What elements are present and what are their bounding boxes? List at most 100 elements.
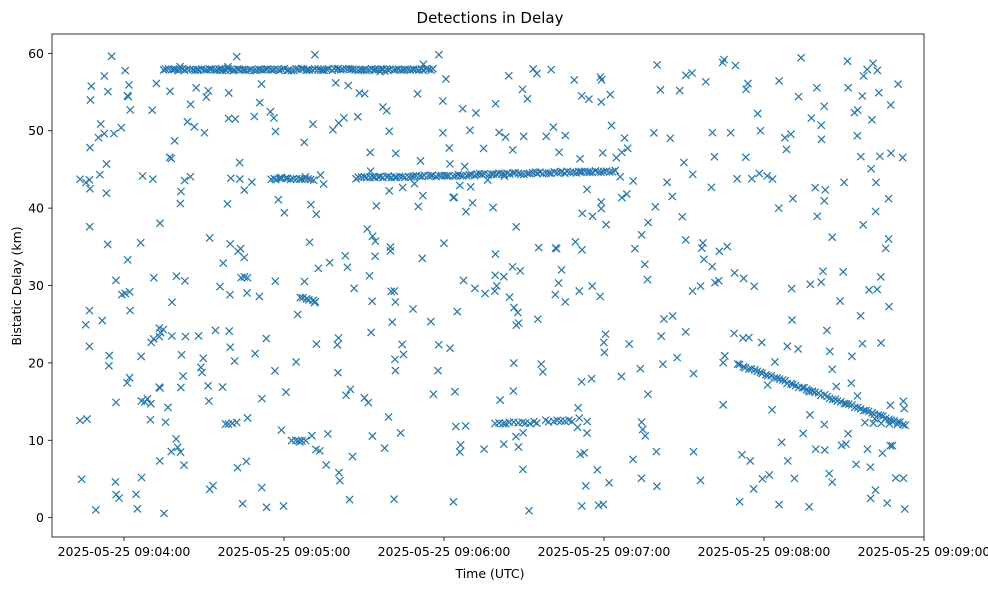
- scatter-point: [850, 108, 859, 117]
- scatter-point: [583, 417, 592, 426]
- scatter-point: [787, 315, 797, 325]
- scatter-point: [587, 374, 596, 383]
- scatter-point: [853, 391, 862, 400]
- scatter-point: [94, 133, 103, 142]
- track-point-track-descending: [862, 406, 871, 415]
- scatter-point: [107, 52, 116, 61]
- scatter-point: [873, 66, 882, 75]
- scatter-point: [143, 394, 152, 403]
- scatter-point: [255, 98, 264, 107]
- scatter-point: [770, 357, 779, 366]
- scatter-point: [616, 172, 625, 181]
- scatter-point: [398, 340, 407, 349]
- scatter-point: [368, 297, 377, 306]
- scatter-point: [844, 83, 853, 92]
- scatter-point: [293, 310, 302, 319]
- scatter-point: [155, 324, 164, 333]
- scatter-point: [312, 210, 321, 219]
- scatter-point: [281, 388, 291, 397]
- scatter-point: [98, 316, 107, 325]
- scatter-point: [205, 485, 214, 494]
- track-point-track-58km: [275, 66, 284, 75]
- scatter-point: [518, 465, 527, 474]
- track-point-track-23km: [155, 332, 164, 341]
- track-point-track-12km-b: [532, 419, 541, 428]
- scatter-point: [334, 468, 343, 477]
- scatter-point: [95, 170, 104, 179]
- scatter-point: [679, 158, 688, 167]
- x-tick-label: 2025-05-25 09:06:00: [378, 544, 511, 559]
- scatter-point: [625, 339, 634, 349]
- scatter-point: [418, 254, 427, 263]
- scatter-point: [223, 199, 232, 208]
- scatter-point: [884, 194, 893, 203]
- scatter-point: [224, 114, 233, 123]
- scatter-point: [81, 320, 90, 329]
- scatter-point: [620, 133, 629, 143]
- track-point-track-12km-d: [885, 419, 894, 428]
- scatter-point: [723, 242, 732, 251]
- scatter-point: [334, 333, 343, 343]
- scatter-point: [226, 343, 235, 352]
- scatter-point: [180, 276, 189, 285]
- scatter-point: [710, 278, 720, 287]
- scatter-point: [551, 290, 560, 299]
- scatter-point: [600, 348, 609, 357]
- scatter-point: [886, 401, 895, 410]
- scatter-point: [867, 115, 876, 124]
- scatter-point: [818, 267, 827, 276]
- scatter-point: [811, 183, 820, 192]
- scatter-point: [575, 414, 584, 423]
- scatter-point: [788, 194, 797, 203]
- scatter-point: [310, 50, 319, 59]
- scatter-point: [350, 284, 359, 293]
- scatter-point: [85, 342, 94, 351]
- scatter-point: [863, 65, 872, 74]
- scatter-point: [200, 128, 209, 137]
- scatter-point: [360, 393, 369, 402]
- scatter-point: [100, 71, 109, 81]
- scatter-point: [205, 233, 214, 242]
- scatter-point: [783, 456, 792, 465]
- scatter-point: [198, 368, 207, 377]
- track-point-track-44km-a: [297, 175, 306, 184]
- scatter-point: [876, 272, 885, 281]
- scatter-point: [385, 127, 394, 136]
- scatter-point: [499, 272, 508, 281]
- scatter-point: [883, 499, 892, 508]
- track-point-track-31km: [243, 273, 252, 282]
- scatter-point: [763, 171, 772, 180]
- track-point-track-58km: [263, 64, 272, 74]
- scatter-point: [408, 304, 418, 313]
- scatter-point: [461, 421, 470, 430]
- scatter-point: [617, 193, 626, 202]
- scatter-point: [790, 474, 799, 483]
- scatter-point: [509, 359, 518, 368]
- scatter-point: [805, 410, 814, 419]
- scatter-point: [701, 77, 710, 86]
- track-point-track-descending: [773, 373, 782, 382]
- scatter-point: [384, 412, 393, 422]
- scatter-point: [176, 199, 185, 208]
- scatter-point: [871, 207, 880, 216]
- track-point-track-descending: [735, 360, 744, 369]
- track-point-track-23km: [181, 332, 190, 341]
- scatter-point: [117, 123, 126, 132]
- scatter-point: [597, 204, 606, 213]
- scatter-point: [163, 403, 172, 412]
- scatter-point: [250, 112, 259, 121]
- scatter-point: [817, 135, 826, 144]
- scatter-point: [391, 297, 400, 307]
- scatter-point: [813, 212, 822, 221]
- scatter-point: [844, 429, 853, 438]
- scatter-point: [292, 357, 301, 366]
- scatter-point: [708, 128, 717, 137]
- y-tick-label: 20: [28, 355, 44, 370]
- scatter-point: [652, 482, 661, 491]
- scatter-point: [257, 394, 266, 403]
- scatter-point: [756, 126, 765, 135]
- scatter-point: [884, 234, 893, 243]
- scatter-point: [176, 448, 185, 457]
- scatter-point: [247, 178, 256, 187]
